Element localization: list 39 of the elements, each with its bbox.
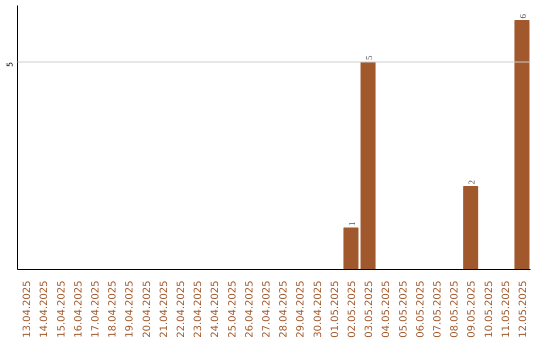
bar	[514, 20, 530, 270]
x-tick-label: 27.04.2025	[261, 280, 272, 338]
x-tick-label: 08.05.2025	[450, 280, 461, 338]
x-tick-label: 24.04.2025	[210, 280, 222, 338]
x-tick-label: 21.04.2025	[158, 280, 170, 338]
x-tick-label: 13.04.2025	[22, 280, 34, 338]
x-tick-label: 25.04.2025	[227, 280, 238, 338]
data-label: 2	[466, 180, 477, 184]
x-tick-label: 22.04.2025	[176, 280, 187, 338]
x-tick-label: 18.04.2025	[108, 280, 119, 338]
data-label: 6	[518, 13, 528, 18]
bar	[360, 61, 376, 270]
data-label: 1	[346, 221, 357, 226]
x-tick-label: 30.04.2025	[312, 280, 324, 338]
x-tick-label: 23.04.2025	[193, 280, 204, 338]
x-tick-label: 20.04.2025	[142, 280, 153, 338]
x-tick-label: 04.05.2025	[381, 280, 392, 338]
x-tick-label: 19.04.2025	[124, 280, 136, 338]
x-tick-label: 12.05.2025	[518, 280, 529, 338]
x-tick-label: 07.05.2025	[432, 280, 444, 338]
bar	[343, 227, 358, 270]
x-tick-label: 05.05.2025	[398, 280, 410, 338]
x-tick-label: 14.04.2025	[39, 280, 50, 338]
x-tick-label: 09.05.2025	[466, 280, 478, 338]
bar	[463, 186, 478, 270]
x-tick-label: 06.05.2025	[415, 280, 426, 338]
x-tick-label: 16.04.2025	[73, 280, 84, 338]
x-tick-label: 01.05.2025	[330, 280, 341, 338]
x-tick-label: 26.04.2025	[244, 280, 256, 338]
ref-line-label: 5	[6, 62, 14, 68]
x-tick-label: 11.05.2025	[500, 280, 512, 338]
x-tick-label: 29.04.2025	[296, 280, 307, 338]
x-tick-label: 17.04.2025	[90, 280, 102, 338]
x-tick-label: 28.04.2025	[278, 280, 290, 338]
x-tick-label: 15.04.2025	[56, 280, 68, 338]
x-tick-label: 03.05.2025	[364, 280, 376, 338]
data-label: 5	[364, 54, 374, 60]
x-tick-label: 10.05.2025	[484, 280, 495, 338]
x-tick-label: 02.05.2025	[346, 280, 358, 338]
